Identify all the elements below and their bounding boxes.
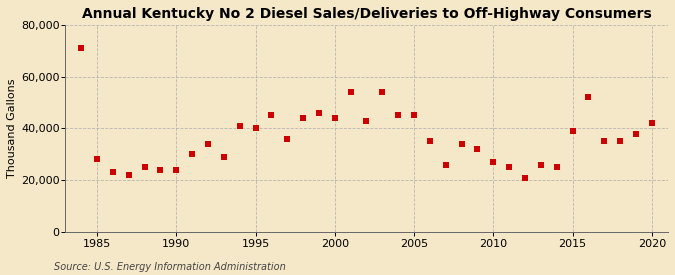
Point — [440, 163, 451, 167]
Point — [107, 170, 118, 175]
Point — [250, 126, 261, 131]
Point — [202, 142, 213, 146]
Point — [282, 136, 293, 141]
Point — [377, 90, 387, 94]
Point — [408, 113, 419, 118]
Point — [456, 142, 467, 146]
Point — [647, 121, 657, 125]
Point — [393, 113, 404, 118]
Point — [313, 111, 324, 115]
Point — [187, 152, 198, 156]
Point — [361, 119, 372, 123]
Point — [298, 116, 308, 120]
Point — [583, 95, 594, 100]
Point — [488, 160, 499, 164]
Point — [520, 175, 531, 180]
Point — [329, 116, 340, 120]
Point — [630, 131, 641, 136]
Point — [92, 157, 103, 162]
Text: Source: U.S. Energy Information Administration: Source: U.S. Energy Information Administ… — [54, 262, 286, 272]
Point — [615, 139, 626, 144]
Point — [266, 113, 277, 118]
Point — [219, 155, 230, 159]
Point — [551, 165, 562, 169]
Y-axis label: Thousand Gallons: Thousand Gallons — [7, 79, 17, 178]
Point — [171, 167, 182, 172]
Point — [139, 165, 150, 169]
Point — [567, 129, 578, 133]
Point — [345, 90, 356, 94]
Title: Annual Kentucky No 2 Diesel Sales/Deliveries to Off-Highway Consumers: Annual Kentucky No 2 Diesel Sales/Delive… — [82, 7, 651, 21]
Point — [472, 147, 483, 151]
Point — [599, 139, 610, 144]
Point — [504, 165, 514, 169]
Point — [234, 123, 245, 128]
Point — [76, 46, 86, 50]
Point — [425, 139, 435, 144]
Point — [155, 167, 166, 172]
Point — [535, 163, 546, 167]
Point — [124, 173, 134, 177]
